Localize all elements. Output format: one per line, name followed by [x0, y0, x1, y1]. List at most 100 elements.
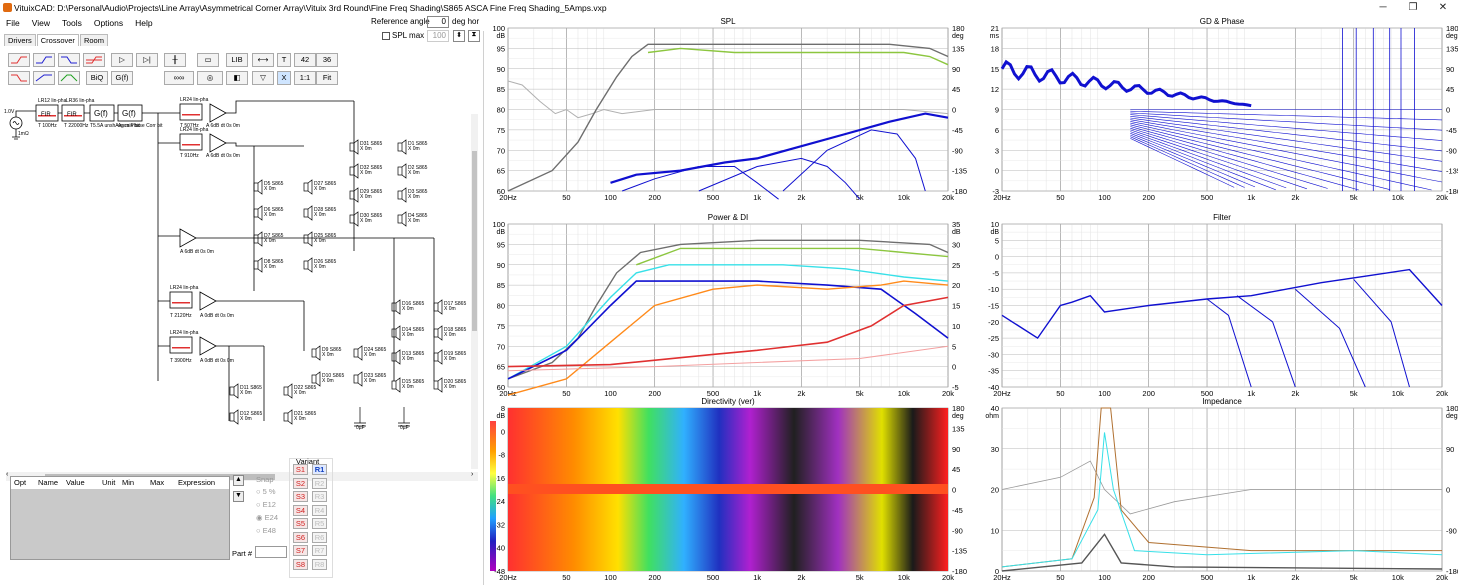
snap-e24-radio[interactable]: ◉ E24: [256, 513, 278, 522]
allpass-blue-icon[interactable]: [33, 71, 55, 85]
impedance-plot[interactable]: 403020100ohm180900-90-180deg20Hz50100200…: [985, 397, 1458, 582]
gd-phase-plot[interactable]: 21 18 15 12 9 6 3 0 -3 ms 180 135 90 45 0 -45 -90 -135 -18…: [990, 17, 1458, 202]
reference-angle-input[interactable]: 0: [427, 16, 449, 28]
gd-family-curve: [1130, 131, 1287, 189]
variant-s2-button[interactable]: S2: [293, 477, 308, 489]
lowpass-blue-icon[interactable]: [58, 53, 80, 67]
p-gd-y2tick: 135: [1446, 44, 1458, 53]
menu-options[interactable]: Options: [93, 18, 124, 28]
directivity-plot[interactable]: 8 0 -8 -16 -24 -32 -40 -48 dB 180 135 90 45 0 -45 -90 -1…: [490, 397, 967, 582]
bandpass-green-icon[interactable]: [58, 71, 80, 85]
spl-plot[interactable]: 100 95 90 85 80 75 70 65 60 dB 180 135 90 45 0 -45 -90 -1…: [492, 17, 967, 202]
size-42-button[interactable]: 42: [294, 53, 316, 67]
resistor-icon[interactable]: ▭: [197, 53, 219, 67]
ground-icon[interactable]: ▽: [252, 71, 274, 85]
p-gd-ytick: 6: [995, 126, 999, 135]
power-di-plot[interactable]: 1009590858075706560dB35302520151050-5dB2…: [492, 213, 960, 398]
variant-r3-button[interactable]: R3: [312, 491, 327, 502]
splmax-input[interactable]: 100: [427, 30, 449, 42]
gd-family-curve: [1130, 136, 1245, 188]
p-filter-xtick: 500: [1201, 389, 1214, 398]
zoom-1to1-button[interactable]: 1:1: [294, 71, 316, 85]
variables-table[interactable]: [10, 476, 230, 560]
gf-button[interactable]: G(f): [111, 71, 133, 85]
variant-r5-button[interactable]: R5: [312, 518, 327, 529]
highpass-red-icon[interactable]: [8, 53, 30, 67]
driver-a-0: D31 S865: [360, 141, 382, 147]
p-gd-y2unit: deg: [1446, 33, 1458, 40]
p-imp-xtick: 20Hz: [993, 573, 1011, 582]
driver-b-7: D26 S865: [314, 259, 336, 265]
snap-e12-radio[interactable]: ○ E12: [256, 500, 276, 509]
p-imp-ytick: 30: [991, 445, 999, 454]
p-imp-xtick: 100: [1098, 573, 1111, 582]
variant-s1-button[interactable]: S1: [293, 464, 308, 475]
tab-drivers[interactable]: Drivers: [4, 34, 36, 46]
variant-s5-button[interactable]: S5: [293, 518, 308, 529]
vertical-scroll-thumb[interactable]: [472, 151, 477, 331]
power-response: [507, 280, 949, 380]
variant-s6-button[interactable]: S6: [293, 531, 308, 543]
p-power-xtick: 100: [604, 389, 617, 398]
p-imp-y2tick: 180: [1446, 404, 1458, 413]
variant-s3-button[interactable]: S3: [293, 491, 308, 502]
lib-button[interactable]: LIB: [226, 53, 248, 67]
menu-bar: File View Tools Options Help: [0, 16, 480, 31]
play-icon[interactable]: ▷: [111, 53, 133, 67]
variant-r6-button[interactable]: R6: [312, 531, 327, 543]
move-up-icon[interactable]: ▲: [233, 475, 244, 486]
variant-s8-button[interactable]: S8: [293, 558, 308, 570]
biquad-button[interactable]: BiQ: [86, 71, 108, 85]
variant-r7-button[interactable]: R7: [312, 545, 327, 556]
size-36-button[interactable]: 36: [316, 53, 338, 67]
amp-icon[interactable]: ▷|: [136, 53, 158, 67]
tab-strip: Drivers Crossover Room: [4, 34, 109, 46]
tab-room[interactable]: Room: [79, 34, 108, 46]
crossover-schematic[interactable]: 1.0V 1mΩ LR12 lin-pha LR36 lin-pha FIR F…: [4, 91, 474, 451]
snap-e48-label: E48: [262, 526, 276, 535]
maximize-icon[interactable]: ❐: [1408, 2, 1418, 13]
wire-icon[interactable]: ⟷: [252, 53, 274, 67]
p-dir-xtick: 500: [707, 573, 720, 582]
move-down-icon[interactable]: ▼: [233, 491, 244, 502]
spl-blue-main: [610, 112, 949, 184]
fit-button[interactable]: Fit: [316, 71, 338, 85]
p-power-ytick: 65: [497, 363, 505, 372]
transformer-icon[interactable]: ◎: [197, 71, 223, 85]
menu-file[interactable]: File: [6, 18, 20, 28]
close-icon[interactable]: ✕: [1438, 2, 1448, 13]
impedance-dark: [1001, 533, 1443, 572]
menu-view[interactable]: View: [31, 18, 50, 28]
text-button[interactable]: T: [277, 53, 291, 67]
variant-s4-button[interactable]: S4: [293, 504, 308, 516]
p-dir-xtick: 1k: [753, 573, 761, 582]
variant-s7-button[interactable]: S7: [293, 545, 308, 556]
splmax-spin-icon[interactable]: ⬍: [453, 30, 465, 42]
variant-r2-button[interactable]: R2: [312, 477, 327, 489]
highpass-blue-icon[interactable]: [33, 53, 55, 67]
x-button[interactable]: X: [277, 71, 291, 85]
capacitor-icon[interactable]: ╫: [164, 53, 186, 67]
scroll-right-icon[interactable]: ›: [471, 471, 474, 478]
shelf-icon[interactable]: [83, 53, 105, 67]
splmax-checkbox[interactable]: [382, 32, 390, 40]
hourglass-icon[interactable]: ⧗: [468, 30, 480, 42]
variant-r4-button[interactable]: R4: [312, 504, 327, 516]
part-input[interactable]: [255, 546, 287, 558]
tab-crossover[interactable]: Crossover: [36, 34, 79, 46]
driver-xy: X 0m: [444, 356, 456, 362]
inductor-icon[interactable]: ∞∞: [164, 71, 194, 85]
snap-5pct-radio[interactable]: ○ 5 %: [256, 487, 276, 496]
variant-r1-button[interactable]: R1: [312, 464, 327, 475]
menu-help[interactable]: Help: [135, 18, 153, 28]
scroll-left-icon[interactable]: ‹: [6, 471, 9, 478]
minimize-icon[interactable]: ─: [1379, 2, 1387, 13]
p-spl-xtick: 200: [648, 193, 661, 202]
snap-e48-radio[interactable]: ○ E48: [256, 526, 276, 535]
driver-icon[interactable]: ◧: [226, 71, 248, 85]
p-dir-title: Directivity (ver): [701, 397, 755, 406]
variant-r8-button[interactable]: R8: [312, 558, 327, 570]
menu-tools[interactable]: Tools: [61, 18, 82, 28]
lowpass-red-icon[interactable]: [8, 71, 30, 85]
